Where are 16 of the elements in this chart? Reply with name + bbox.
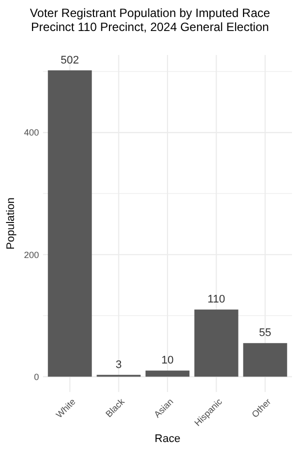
bar — [243, 343, 288, 377]
y-tick-label: 400 — [24, 128, 39, 138]
chart-title: Voter Registrant Population by Imputed Race — [30, 6, 270, 20]
chart-subtitle: Precinct 110 Precinct, 2024 General Election — [31, 20, 269, 34]
data-label: 10 — [161, 354, 174, 367]
y-tick-label: 200 — [24, 250, 39, 260]
y-tick-label: 0 — [34, 372, 39, 382]
bar — [146, 370, 190, 377]
bar — [48, 70, 92, 377]
data-label: 55 — [259, 327, 272, 340]
data-label: 502 — [60, 54, 80, 66]
data-label: 3 — [116, 358, 122, 371]
x-axis-title: Race — [154, 433, 180, 445]
bar — [194, 310, 238, 377]
data-label: 110 — [208, 294, 226, 306]
y-axis-title: Population — [5, 198, 17, 250]
